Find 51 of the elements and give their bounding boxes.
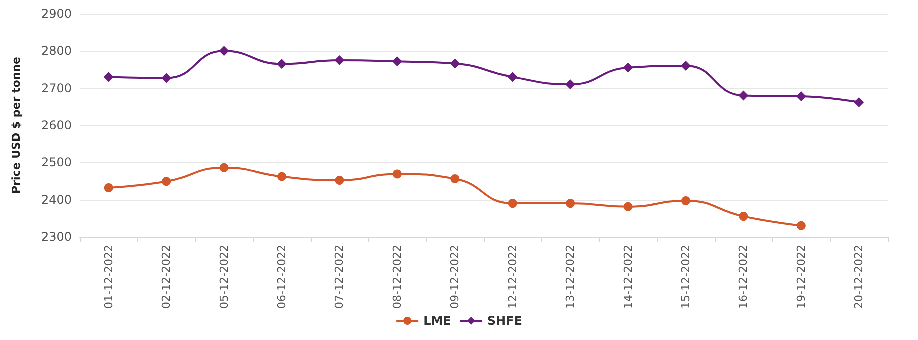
x-tick-label: 13-12-2022 [564,245,578,309]
x-tick-label: 16-12-2022 [737,245,750,309]
y-tick-label: 2500 [41,156,72,170]
point [796,92,806,102]
x-tick-label: 07-12-2022 [333,245,346,309]
point [162,73,172,84]
y-tick-label: 2700 [41,81,72,96]
y-tick-label: 2600 [41,118,72,132]
point [508,72,518,82]
point [682,196,690,206]
point [739,212,748,222]
point [681,61,691,72]
point [450,174,460,184]
point [392,170,402,179]
x-tick-label: 12-12-2022 [506,245,520,309]
point [278,172,286,182]
x-tick-label: 19-12-2022 [794,245,808,309]
x-tick-label: 08-12-2022 [390,245,404,309]
point [104,183,114,192]
x-tick-label: 15-12-2022 [680,245,692,309]
point [104,72,114,82]
point [162,177,172,186]
x-tick-label: 20-12-2022 [852,245,866,309]
point [334,55,345,66]
point [738,90,749,101]
y-tick-label: 2900 [41,7,72,21]
y-tick-label: 2300 [41,230,72,244]
x-tick-label: 02-12-2022 [160,245,174,309]
point [624,202,633,212]
point [854,97,864,108]
y-tick-label: 2400 [41,192,72,207]
point [392,56,402,67]
x-tick-label: 06-12-2022 [276,245,288,309]
legend-label: LME [424,314,452,328]
point [220,163,229,172]
point [450,58,460,69]
point [219,46,230,56]
x-tick-label: 01-12-2022 [102,245,116,309]
point [566,80,576,90]
point [623,62,634,73]
x-tick-label: 05-12-2022 [218,245,231,309]
point [335,176,344,186]
y-axis-title: Price USD $ per tonne [10,57,23,194]
legend-label: SHFE [487,314,522,328]
y-tick-label: 2800 [41,44,72,58]
point [277,59,287,70]
point [796,221,806,230]
x-tick-label: 14-12-2022 [622,245,635,309]
point [508,199,518,208]
point [566,199,576,208]
x-tick-label: 09-12-2022 [448,245,462,309]
